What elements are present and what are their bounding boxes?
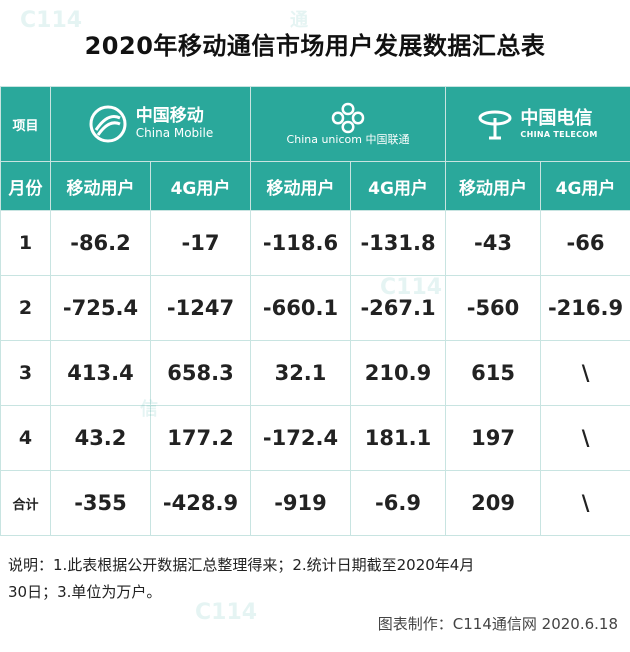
table-cell: -86.2 [50,210,151,276]
table-cell: 615 [445,340,542,406]
table-cell: 181.1 [349,405,447,471]
china-mobile-icon [89,105,127,143]
china-unicom-header: China unicom 中国联通 [249,86,447,162]
table-cell: -1247 [150,275,251,341]
notes-line-2: 30日；3.单位为万户。 [8,583,162,601]
china-mobile-name-cn: 中国移动 [135,106,204,127]
table-cell: 658.3 [150,340,251,406]
china-telecom-icon [478,110,512,140]
table-cell: -216.9 [540,275,630,341]
table-cell: -43 [445,210,542,276]
table-cell: 177.2 [150,405,251,471]
subcolumn-header-row: 月份 移动用户 4G用户 移动用户 4G用户 移动用户 4G用户 [0,161,630,211]
col-header: 4G用户 [349,161,447,211]
table-row-total: 合计 -355 -428.9 -919 -6.9 209 \ [0,470,630,536]
table-row: 1 -86.2 -17 -118.6 -131.8 -43 -66 [0,210,630,276]
carrier-header-row: 项目 中国移动 China Mobile China unicom 中国联通 [0,86,630,162]
credit: 图表制作：C114通信网 2020.6.18 [377,615,618,633]
table-cell: 197 [445,405,542,471]
notes: 说明：1.此表根据公开数据汇总整理得来；2.统计日期截至2020年4月 30日；… [8,552,608,606]
item-label: 项目 [0,86,51,162]
table-cell: -17 [150,210,251,276]
table-cell: -725.4 [50,275,151,341]
table-cell: -428.9 [150,470,251,536]
month-label: 月份 [0,161,51,211]
table-cell: 413.4 [50,340,151,406]
table-cell: -560 [445,275,542,341]
row-label: 合计 [0,470,51,536]
china-mobile-header: 中国移动 China Mobile [50,86,251,162]
table-cell: -919 [250,470,351,536]
col-header: 4G用户 [540,161,630,211]
table-cell: -131.8 [349,210,447,276]
row-label: 2 [0,275,51,341]
table-cell: -66 [540,210,630,276]
china-unicom-logo: China unicom 中国联通 [251,102,445,146]
table-cell: -172.4 [250,405,351,471]
china-telecom-logo: 中国电信 CHINA TELECOM [446,107,630,141]
col-header: 移动用户 [250,161,351,211]
col-header: 移动用户 [445,161,542,211]
col-header: 4G用户 [150,161,251,211]
china-mobile-logo: 中国移动 China Mobile [51,104,250,144]
table-cell: 210.9 [349,340,447,406]
table-cell: \ [540,340,630,406]
table-cell: \ [540,470,630,536]
data-table: 项目 中国移动 China Mobile China unicom 中国联通 [0,86,630,536]
table-cell: 209 [445,470,542,536]
table-cell: -267.1 [349,275,447,341]
notes-line-1: 说明：1.此表根据公开数据汇总整理得来；2.统计日期截至2020年4月 [8,556,475,574]
china-unicom-name: China unicom 中国联通 [286,132,410,146]
page-title: 2020年移动通信市场用户发展数据汇总表 [84,31,546,60]
china-telecom-name-en: CHINA TELECOM [520,129,598,139]
col-header: 移动用户 [50,161,151,211]
table-row: 2 -725.4 -1247 -660.1 -267.1 -560 -216.9 [0,275,630,341]
china-telecom-name-cn: 中国电信 [520,108,593,130]
table-cell: 32.1 [250,340,351,406]
china-telecom-header: 中国电信 CHINA TELECOM [445,86,630,162]
row-label: 4 [0,405,51,471]
china-unicom-knot-icon [331,102,365,134]
table-cell: 43.2 [50,405,151,471]
table-cell: -660.1 [250,275,351,341]
table-row: 4 43.2 177.2 -172.4 181.1 197 \ [0,405,630,471]
row-label: 1 [0,210,51,276]
table-cell: \ [540,405,630,471]
china-mobile-name-en: China Mobile [135,125,214,140]
table-cell: -118.6 [250,210,351,276]
row-label: 3 [0,340,51,406]
table-row: 3 413.4 658.3 32.1 210.9 615 \ [0,340,630,406]
table-cell: -355 [50,470,151,536]
table-cell: -6.9 [349,470,447,536]
